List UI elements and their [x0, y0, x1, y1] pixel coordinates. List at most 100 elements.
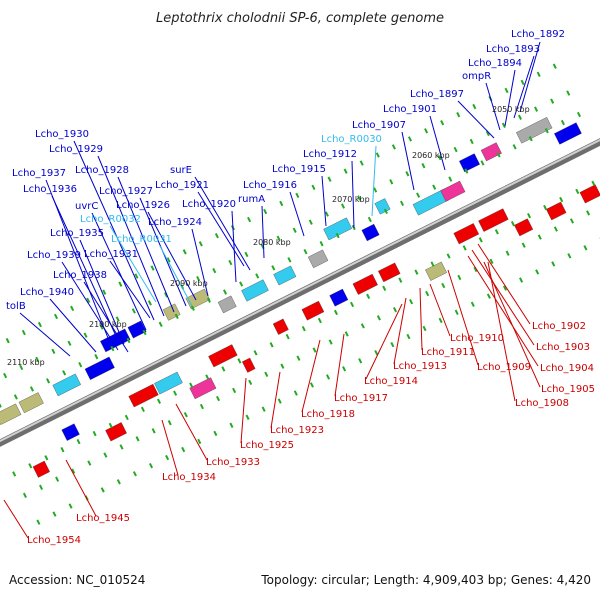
track-tick: [142, 329, 147, 336]
track-tick: [279, 200, 284, 207]
leader-line: [240, 377, 247, 444]
track-tick: [521, 242, 526, 248]
genome-backbone: [0, 138, 600, 447]
kbp-ticks: [0, 63, 600, 525]
leader-line: [351, 160, 355, 229]
forward-gene: [554, 122, 582, 145]
track-tick: [134, 273, 139, 279]
gene-label: Lcho_1935: [50, 228, 104, 239]
track-tick: [126, 337, 131, 344]
reverse-gene: [272, 318, 289, 335]
gene-label: Lcho_1929: [49, 144, 103, 155]
track-tick: [165, 454, 170, 461]
gene-label: Lcho_1933: [206, 457, 260, 468]
track-tick: [456, 111, 461, 118]
track-tick: [71, 468, 76, 474]
track-tick: [544, 127, 549, 134]
track-tick: [131, 308, 136, 314]
track-tick: [167, 420, 172, 426]
track-tick: [253, 350, 258, 356]
track-tick: [232, 387, 237, 394]
gene-label: Lcho_1920: [182, 199, 236, 210]
track-tick: [520, 79, 525, 86]
track-tick: [124, 414, 129, 421]
kbp-label: 2090 kbp: [170, 279, 208, 288]
track-tick: [213, 430, 218, 437]
track-tick: [591, 180, 596, 187]
track-tick: [311, 184, 316, 190]
track-tick: [553, 226, 558, 232]
track-tick: [248, 379, 253, 386]
track-tick: [391, 144, 396, 150]
track-tick: [376, 315, 381, 321]
reverse-gene: [128, 383, 159, 408]
gene-label: Lcho_1936: [23, 184, 77, 195]
track-tick: [86, 297, 91, 303]
track-tick: [68, 503, 73, 509]
track-tick: [552, 63, 557, 69]
gene-label: Lcho_1925: [240, 440, 294, 451]
gene-label: Lcho_1926: [116, 200, 170, 211]
leader-line: [117, 176, 175, 313]
track-tick: [296, 355, 301, 361]
track-tick: [504, 87, 509, 94]
track-tick: [103, 452, 108, 458]
track-tick: [350, 301, 355, 308]
forward-gene: [127, 320, 147, 339]
leader-line: [334, 333, 345, 397]
track-tick: [70, 305, 75, 312]
track-tick: [295, 192, 300, 199]
track-tick: [325, 374, 331, 380]
track-tick: [359, 160, 364, 166]
track-tick: [196, 276, 201, 282]
track-tick: [357, 195, 362, 201]
gene-label: Lcho_1897: [410, 89, 464, 100]
track-tick: [116, 479, 121, 485]
gene-label: uvrC: [75, 201, 98, 212]
leader-line: [487, 261, 516, 402]
leader-line: [61, 261, 119, 351]
track-tick: [293, 390, 298, 396]
forward-gene: [217, 295, 237, 314]
track-tick: [344, 331, 349, 337]
track-tick: [223, 289, 228, 295]
gene-label: Lcho_1908: [515, 398, 569, 409]
track-tick: [424, 128, 429, 134]
forward-gene: [361, 223, 380, 242]
track-tick: [502, 285, 507, 291]
leader-line: [467, 255, 539, 367]
track-tick: [586, 210, 591, 216]
track-tick: [35, 356, 40, 363]
gene-label: Lcho_1915: [272, 164, 326, 175]
track-tick: [263, 208, 268, 215]
reverse-gene: [154, 371, 183, 395]
kbp-label: 2070 kbp: [332, 195, 370, 204]
track-tick: [182, 249, 187, 255]
gene-label: Lcho_1927: [99, 186, 153, 197]
reverse-gene: [329, 288, 349, 307]
track-tick: [576, 111, 582, 118]
gene-label: Lcho_R0031: [111, 234, 172, 245]
leader-line: [65, 459, 97, 517]
reverse-gene: [546, 201, 567, 221]
topology-text: Topology: circular; Length: 4,909,403 bp…: [261, 573, 591, 587]
track-tick: [264, 371, 269, 377]
track-tick: [92, 430, 97, 437]
track-tick: [512, 144, 517, 150]
leader-line: [261, 205, 265, 259]
leader-line: [79, 239, 125, 345]
track-tick: [374, 350, 379, 356]
track-tick: [100, 487, 105, 493]
leader-line: [419, 287, 423, 351]
track-tick: [375, 152, 380, 158]
track-tick: [360, 323, 365, 329]
track-tick: [464, 168, 469, 174]
reverse-gene: [378, 262, 401, 283]
track-tick: [301, 325, 306, 332]
track-tick: [448, 176, 453, 182]
track-tick: [67, 340, 72, 346]
leader-line: [504, 69, 516, 127]
track-tick: [44, 455, 49, 461]
gene-label: Lcho_1954: [27, 535, 81, 546]
